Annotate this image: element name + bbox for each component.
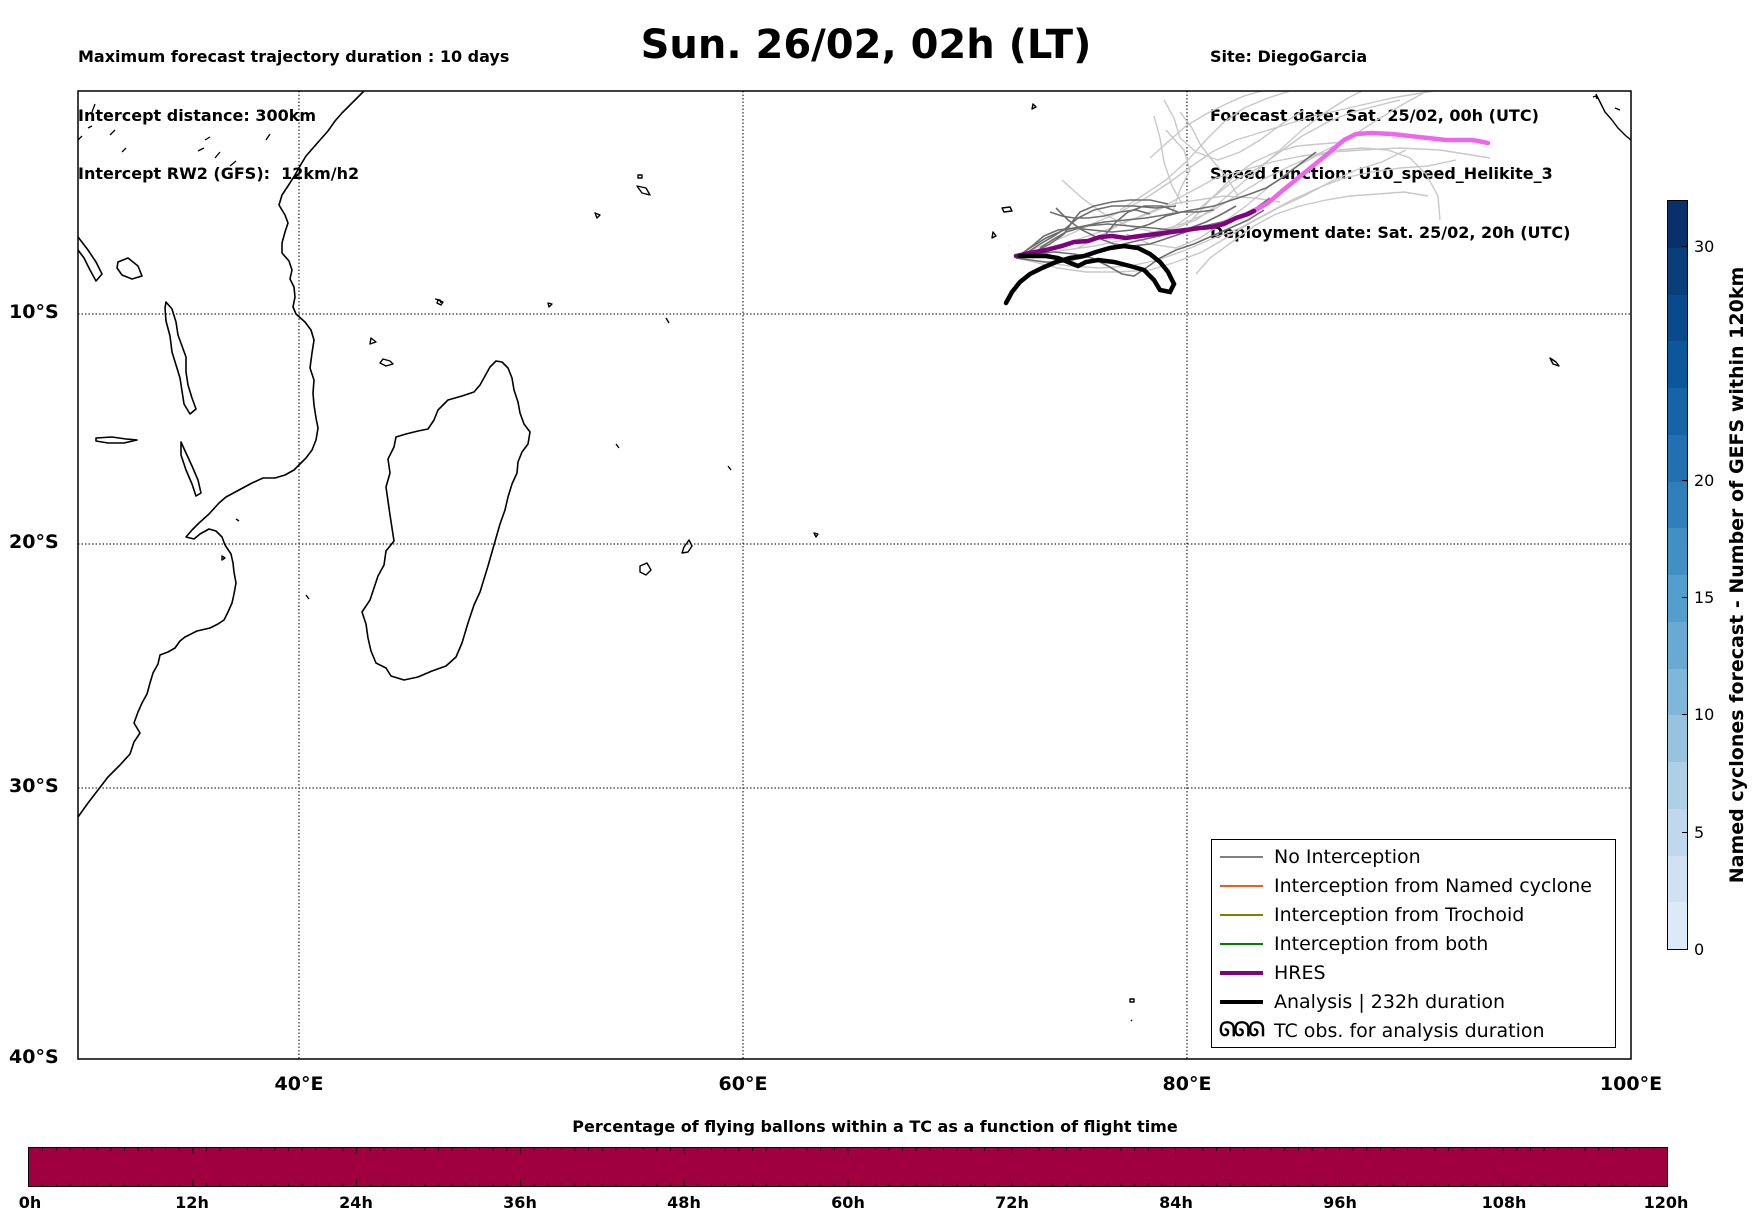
cbar-tick-0: 0 xyxy=(1694,940,1705,959)
map-gridlines xyxy=(78,91,1631,1059)
cbar-tickmark-10 xyxy=(1682,714,1688,715)
legend-label-hres: HRES xyxy=(1274,962,1326,984)
bar-tick-0h: 0h xyxy=(18,1193,42,1212)
horn-coast-fragments xyxy=(78,103,271,174)
lake-tanganyika xyxy=(164,301,197,415)
legend-label-both: Interception from both xyxy=(1274,933,1489,955)
legend-swatch-trochoid xyxy=(1220,914,1263,916)
cbar-tickmark-15 xyxy=(1682,597,1688,598)
colorbar-segment-9 xyxy=(1668,481,1687,529)
x-tick-80e: 80°E xyxy=(1162,1073,1212,1095)
legend: No Interception Interception from Named … xyxy=(1211,839,1616,1048)
colorbar-segment-5 xyxy=(1668,668,1687,716)
bar-tick-84h: 84h xyxy=(1159,1193,1193,1212)
legend-item-analysis: Analysis | 232h duration xyxy=(1212,988,1615,1017)
cbar-tick-10: 10 xyxy=(1694,705,1715,724)
small-islands xyxy=(221,93,1631,1022)
colorbar-segment-14 xyxy=(1668,247,1687,295)
trajectory-layer xyxy=(1003,91,1491,306)
colorbar-segment-3 xyxy=(1668,762,1687,809)
colorbar-segment-12 xyxy=(1668,341,1687,388)
cbar-tick-5: 5 xyxy=(1694,823,1705,842)
legend-item-no-interception: No Interception xyxy=(1212,843,1615,872)
tc-obs-symbol-icon: ᘏᘏᘏ xyxy=(1219,1017,1265,1041)
colorbar-segment-1 xyxy=(1668,855,1687,903)
colorbar-segment-10 xyxy=(1668,434,1687,482)
lake-rukwa xyxy=(95,436,138,444)
africa-coastline xyxy=(78,91,365,818)
lake-malawi xyxy=(180,441,202,497)
bar-tick-60h: 60h xyxy=(831,1193,865,1212)
cyclone-count-colorbar xyxy=(1667,200,1688,950)
legend-swatch-hres xyxy=(1220,971,1263,975)
y-tick-20s: 20°S xyxy=(9,531,59,553)
y-tick-10s: 10°S xyxy=(9,301,59,323)
x-tick-40e: 40°E xyxy=(274,1073,324,1095)
legend-item-tc-obs: ᘏᘏᘏ TC obs. for analysis duration xyxy=(1212,1017,1615,1046)
y-tick-40s: 40°S xyxy=(9,1046,59,1068)
cbar-tick-15: 15 xyxy=(1694,588,1715,607)
y-tick-30s: 30°S xyxy=(9,775,59,797)
legend-item-trochoid: Interception from Trochoid xyxy=(1212,901,1615,930)
bar-tick-12h: 12h xyxy=(175,1193,209,1212)
colorbar-segment-6 xyxy=(1668,621,1687,669)
map-title: Sun. 26/02, 02h (LT) xyxy=(640,22,1092,68)
flight-time-bar-ticks xyxy=(29,1148,1667,1186)
bar-tick-36h: 36h xyxy=(503,1193,537,1212)
legend-swatch-named-cyclone xyxy=(1220,885,1263,887)
legend-swatch-no-interception xyxy=(1220,856,1263,858)
ensemble-light-tracks xyxy=(1015,91,1491,275)
legend-swatch-analysis xyxy=(1220,1000,1263,1004)
header-line-duration: Maximum forecast trajectory duration : 1… xyxy=(78,47,510,66)
colorbar-segment-13 xyxy=(1668,294,1687,342)
hres-track xyxy=(1013,208,1257,259)
x-tick-60e: 60°E xyxy=(718,1073,768,1095)
header-line-site: Site: DiegoGarcia xyxy=(1210,47,1368,66)
header-left: Maximum forecast trajectory duration : 1… xyxy=(78,8,509,203)
bar-tick-108h: 108h xyxy=(1481,1193,1527,1212)
legend-label-tc-obs: TC obs. for analysis duration xyxy=(1274,1020,1545,1042)
legend-item-hres: HRES xyxy=(1212,959,1615,988)
cbar-tickmark-20 xyxy=(1682,480,1688,481)
legend-item-both: Interception from both xyxy=(1212,930,1615,959)
colorbar-segment-8 xyxy=(1668,528,1687,575)
header-line-deployment-date: Deployment date: Sat. 25/02, 20h (UTC) xyxy=(1210,222,1571,242)
legend-item-named-cyclone: Interception from Named cyclone xyxy=(1212,872,1615,901)
legend-label-named-cyclone: Interception from Named cyclone xyxy=(1274,875,1592,897)
flight-time-bar-fill xyxy=(29,1148,1667,1186)
cbar-tick-20: 20 xyxy=(1694,471,1715,490)
map-frame xyxy=(77,90,1632,1060)
bar-tick-48h: 48h xyxy=(667,1193,701,1212)
colorbar-segment-4 xyxy=(1668,715,1687,762)
colorbar-segment-15 xyxy=(1668,201,1687,248)
bar-tick-120h: 120h xyxy=(1643,1193,1689,1212)
madagascar-coastline xyxy=(361,360,531,681)
colorbar-label: Named cyclones forecast - Number of GEFS… xyxy=(1726,266,1748,884)
analysis-track xyxy=(1003,243,1177,306)
header-line-intercept-distance: Intercept distance: 300km xyxy=(78,105,317,125)
legend-label-trochoid: Interception from Trochoid xyxy=(1274,904,1525,926)
flight-time-percentage-bar xyxy=(28,1147,1668,1187)
colorbar-segment-11 xyxy=(1668,388,1687,435)
header-line-intercept-rw2: Intercept RW2 (GFS): 12km/h2 xyxy=(78,164,360,183)
hres-extension-track xyxy=(1251,130,1491,214)
lake-victoria xyxy=(116,257,143,280)
colorbar-segment-0 xyxy=(1668,902,1687,949)
cbar-tickmark-5 xyxy=(1682,832,1688,833)
x-tick-100e: 100°E xyxy=(1599,1073,1663,1095)
cbar-tickmark-30 xyxy=(1682,246,1688,247)
colorbar-segment-7 xyxy=(1668,575,1687,622)
flight-time-bar-title: Percentage of flying ballons within a TC… xyxy=(572,1117,1178,1136)
cbar-tick-30: 30 xyxy=(1694,237,1715,256)
legend-label-no-interception: No Interception xyxy=(1274,846,1421,868)
bar-tick-24h: 24h xyxy=(339,1193,373,1212)
lake-kivu xyxy=(78,236,103,282)
bar-tick-96h: 96h xyxy=(1323,1193,1357,1212)
colorbar-segment-2 xyxy=(1668,808,1687,856)
legend-label-analysis: Analysis | 232h duration xyxy=(1274,991,1506,1013)
header-line-speed-function: Speed function: U10_speed_Helikite_3 xyxy=(1210,164,1553,183)
legend-swatch-both xyxy=(1220,943,1263,945)
bar-tick-72h: 72h xyxy=(995,1193,1029,1212)
